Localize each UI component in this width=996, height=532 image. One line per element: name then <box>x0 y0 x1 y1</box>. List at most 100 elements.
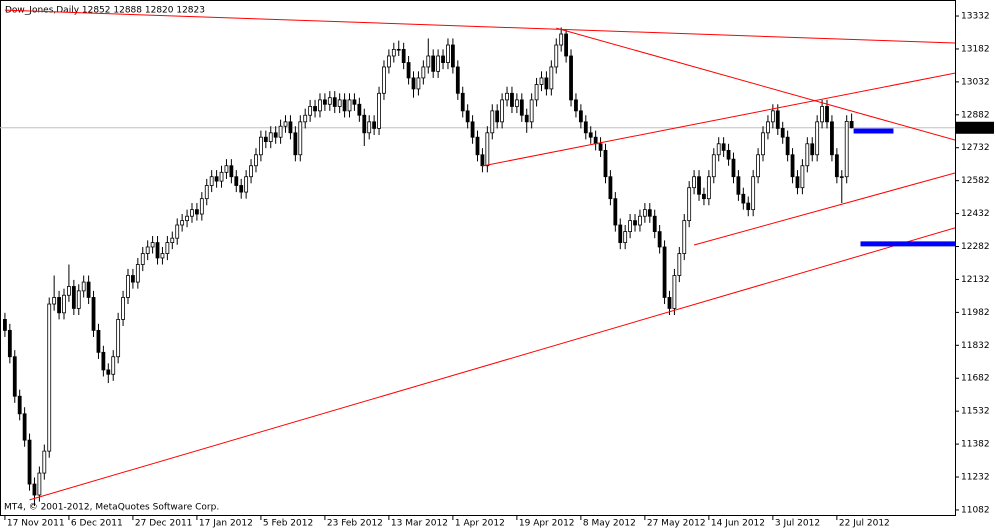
candle-body <box>711 154 716 178</box>
candle-body <box>126 275 130 298</box>
candle-body <box>598 143 603 151</box>
candle-body <box>662 246 667 298</box>
candle-body <box>721 143 726 151</box>
candle-body <box>67 286 71 296</box>
candle-body <box>249 165 253 178</box>
candle-body <box>209 176 214 186</box>
candle-body <box>155 242 160 259</box>
candle-body <box>505 92 509 101</box>
candle-body <box>455 66 460 94</box>
candle-body <box>652 215 657 232</box>
candle-body <box>190 209 194 217</box>
x-tick-label: 27 May 2012 <box>647 519 706 529</box>
candle-body <box>298 121 303 156</box>
candle-body <box>534 84 539 101</box>
candle-body <box>367 121 372 134</box>
candle-body <box>633 220 637 226</box>
trendline <box>29 227 955 501</box>
y-tick-label: 12132 <box>961 275 990 285</box>
candle-body <box>470 121 475 138</box>
candle-body <box>554 44 559 68</box>
candle-body <box>514 99 519 107</box>
trendline <box>482 72 955 167</box>
x-tick-label: 6 Dec 2011 <box>71 519 123 529</box>
candle-body <box>795 176 800 189</box>
y-tick-label: 11532 <box>961 407 990 417</box>
y-tick-label: 11382 <box>961 440 990 450</box>
candle-body <box>288 121 293 134</box>
candle-body <box>131 275 135 283</box>
candle-body <box>406 62 411 79</box>
current-price-box <box>956 121 994 134</box>
candle-body <box>116 319 121 358</box>
candle-body <box>741 193 746 204</box>
candle-body <box>628 220 633 232</box>
candle-body <box>382 66 386 94</box>
candle-body <box>820 106 824 123</box>
y-tick-label: 11082 <box>961 505 990 515</box>
candle-body <box>672 275 677 309</box>
candle-body <box>431 55 436 72</box>
candle-body <box>195 209 199 215</box>
candle-body <box>175 224 180 239</box>
candle-body <box>751 176 756 211</box>
candle-body <box>780 128 785 138</box>
y-tick-label: 12432 <box>961 209 990 219</box>
candle-body <box>322 99 327 105</box>
candle-body <box>327 97 332 105</box>
y-tick-label: 13182 <box>961 44 990 54</box>
y-tick-label: 11982 <box>961 308 990 318</box>
candle-body <box>834 154 839 178</box>
candle-body <box>500 99 505 123</box>
candle-body <box>426 55 431 68</box>
candle-body <box>613 198 618 226</box>
candle-body <box>234 176 239 186</box>
y-tick-label: 11232 <box>961 473 990 483</box>
candle-body <box>268 132 273 142</box>
x-tick-label: 22 Jul 2012 <box>839 519 890 529</box>
candle-body <box>785 136 790 156</box>
candle-body <box>313 106 317 112</box>
candle-body <box>293 132 298 156</box>
candle-body <box>485 132 490 167</box>
candle-body <box>362 114 367 134</box>
candle-body <box>150 242 155 248</box>
candle-body <box>342 99 347 112</box>
candle-body <box>608 176 613 200</box>
candle-body <box>677 253 682 276</box>
candle-body <box>37 472 42 496</box>
x-tick-label: 13 Mar 2012 <box>391 519 448 529</box>
candle-body <box>416 77 421 90</box>
candle-body <box>308 106 313 116</box>
candle-body <box>593 136 598 145</box>
candle-body <box>682 220 687 254</box>
y-tick-label: 13032 <box>961 77 990 87</box>
candle-body <box>76 290 81 309</box>
y-tick-label: 12882 <box>961 110 990 120</box>
y-tick-label: 12582 <box>961 176 990 186</box>
candle-body <box>219 171 224 182</box>
candle-body <box>726 149 731 160</box>
x-tick-label: 3 Jul 2012 <box>775 519 820 529</box>
candle-body <box>239 185 244 193</box>
candle-body <box>22 413 27 441</box>
trendline <box>556 27 955 141</box>
candle-body <box>569 55 573 101</box>
candle-body <box>273 132 278 138</box>
candle-body <box>71 286 76 309</box>
candle-body <box>465 110 470 123</box>
candle-body <box>303 114 308 123</box>
candle-body <box>160 253 165 259</box>
x-tick-label: 14 Jun 2012 <box>711 519 765 529</box>
candle-body <box>697 176 701 195</box>
y-tick-label: 13332 <box>961 12 990 22</box>
candle-body <box>259 136 263 156</box>
candle-body <box>839 176 844 178</box>
candle-body <box>214 176 219 182</box>
candle-body <box>460 92 465 112</box>
candle-body <box>244 176 249 193</box>
candle-body <box>377 92 381 129</box>
candle-body <box>490 110 495 134</box>
candle-body <box>770 110 775 123</box>
candle-body <box>574 99 578 112</box>
